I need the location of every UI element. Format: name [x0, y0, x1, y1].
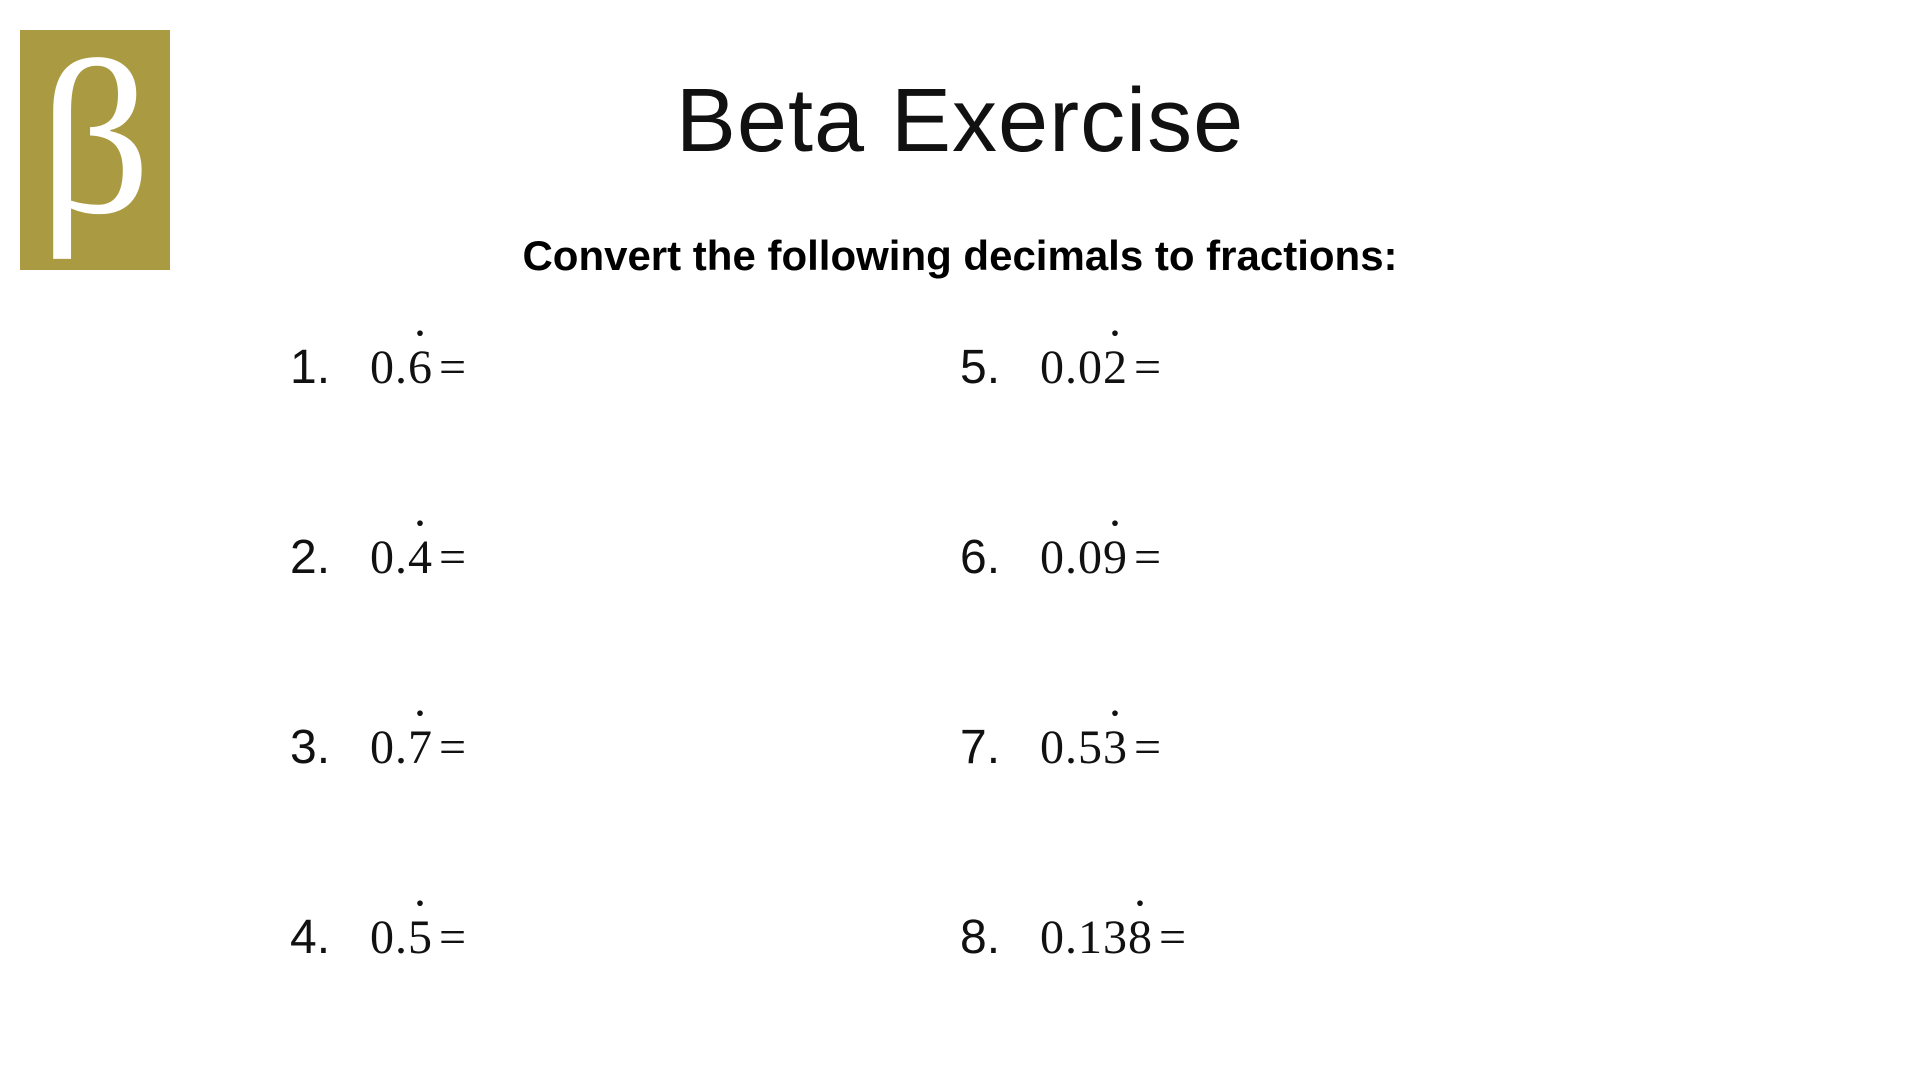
repeating-digit: 6	[408, 340, 433, 395]
equals-sign: =	[1134, 341, 1162, 394]
decimal-prefix: 0.	[370, 341, 408, 394]
repeating-digit: 3	[1103, 720, 1128, 775]
problem-row: 1. 0.6=	[290, 340, 960, 395]
problem-number: 4.	[290, 910, 370, 965]
problem-number: 7.	[960, 720, 1040, 775]
problems-column-left: 1. 0.6= 2. 0.4= 3. 0.7= 4. 0.5=	[290, 340, 960, 965]
repeating-digit: 7	[408, 720, 433, 775]
page-title: Beta Exercise	[0, 70, 1920, 173]
problem-row: 2. 0.4=	[290, 530, 960, 585]
decimal-prefix: 0.	[370, 531, 408, 584]
decimal-prefix: 0.	[370, 911, 408, 964]
problem-expression: 0.7=	[370, 720, 467, 775]
decimal-prefix: 0.5	[1040, 721, 1103, 774]
decimal-prefix: 0.13	[1040, 911, 1128, 964]
problem-row: 4. 0.5=	[290, 910, 960, 965]
problem-row: 5. 0.02=	[960, 340, 1630, 395]
equals-sign: =	[439, 341, 467, 394]
repeating-digit: 8	[1128, 910, 1153, 965]
problem-expression: 0.53=	[1040, 720, 1162, 775]
equals-sign: =	[439, 911, 467, 964]
repeating-digit: 5	[408, 910, 433, 965]
equals-sign: =	[1134, 531, 1162, 584]
problem-expression: 0.02=	[1040, 340, 1162, 395]
page-subtitle: Convert the following decimals to fracti…	[0, 232, 1920, 280]
problem-expression: 0.6=	[370, 340, 467, 395]
repeating-digit: 4	[408, 530, 433, 585]
problem-number: 6.	[960, 530, 1040, 585]
problem-number: 5.	[960, 340, 1040, 395]
problem-number: 3.	[290, 720, 370, 775]
equals-sign: =	[1134, 721, 1162, 774]
problem-expression: 0.4=	[370, 530, 467, 585]
problem-row: 7. 0.53=	[960, 720, 1630, 775]
problems-column-right: 5. 0.02= 6. 0.09= 7. 0.53= 8. 0.138=	[960, 340, 1630, 965]
problem-number: 2.	[290, 530, 370, 585]
equals-sign: =	[439, 721, 467, 774]
decimal-prefix: 0.0	[1040, 341, 1103, 394]
problem-row: 3. 0.7=	[290, 720, 960, 775]
equals-sign: =	[1159, 911, 1187, 964]
problem-number: 1.	[290, 340, 370, 395]
problem-row: 8. 0.138=	[960, 910, 1630, 965]
problem-expression: 0.5=	[370, 910, 467, 965]
equals-sign: =	[439, 531, 467, 584]
problems-container: 1. 0.6= 2. 0.4= 3. 0.7= 4. 0.5= 5. 0.02=…	[290, 340, 1630, 965]
problem-row: 6. 0.09=	[960, 530, 1630, 585]
decimal-prefix: 0.	[370, 721, 408, 774]
problem-expression: 0.138=	[1040, 910, 1187, 965]
repeating-digit: 9	[1103, 530, 1128, 585]
decimal-prefix: 0.0	[1040, 531, 1103, 584]
problem-number: 8.	[960, 910, 1040, 965]
problem-expression: 0.09=	[1040, 530, 1162, 585]
repeating-digit: 2	[1103, 340, 1128, 395]
